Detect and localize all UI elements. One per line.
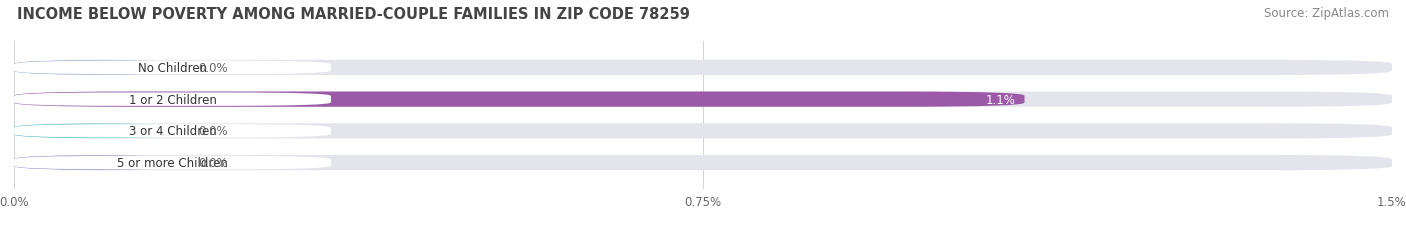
FancyBboxPatch shape xyxy=(14,124,1392,139)
Text: 0.0%: 0.0% xyxy=(198,62,228,75)
Text: 0.0%: 0.0% xyxy=(198,125,228,138)
FancyBboxPatch shape xyxy=(14,92,1392,107)
Text: 3 or 4 Children: 3 or 4 Children xyxy=(128,125,217,138)
FancyBboxPatch shape xyxy=(14,155,180,170)
Text: INCOME BELOW POVERTY AMONG MARRIED-COUPLE FAMILIES IN ZIP CODE 78259: INCOME BELOW POVERTY AMONG MARRIED-COUPL… xyxy=(17,7,690,22)
FancyBboxPatch shape xyxy=(14,93,330,106)
Text: 1.1%: 1.1% xyxy=(986,93,1015,106)
FancyBboxPatch shape xyxy=(14,124,180,139)
Text: 0.0%: 0.0% xyxy=(198,156,228,169)
FancyBboxPatch shape xyxy=(14,61,330,75)
Text: 5 or more Children: 5 or more Children xyxy=(117,156,228,169)
Text: Source: ZipAtlas.com: Source: ZipAtlas.com xyxy=(1264,7,1389,20)
FancyBboxPatch shape xyxy=(14,61,180,76)
FancyBboxPatch shape xyxy=(14,61,1392,76)
FancyBboxPatch shape xyxy=(14,92,1025,107)
Text: 1 or 2 Children: 1 or 2 Children xyxy=(128,93,217,106)
FancyBboxPatch shape xyxy=(14,155,1392,170)
Text: No Children: No Children xyxy=(138,62,207,75)
FancyBboxPatch shape xyxy=(14,156,330,170)
FancyBboxPatch shape xyxy=(14,125,330,138)
